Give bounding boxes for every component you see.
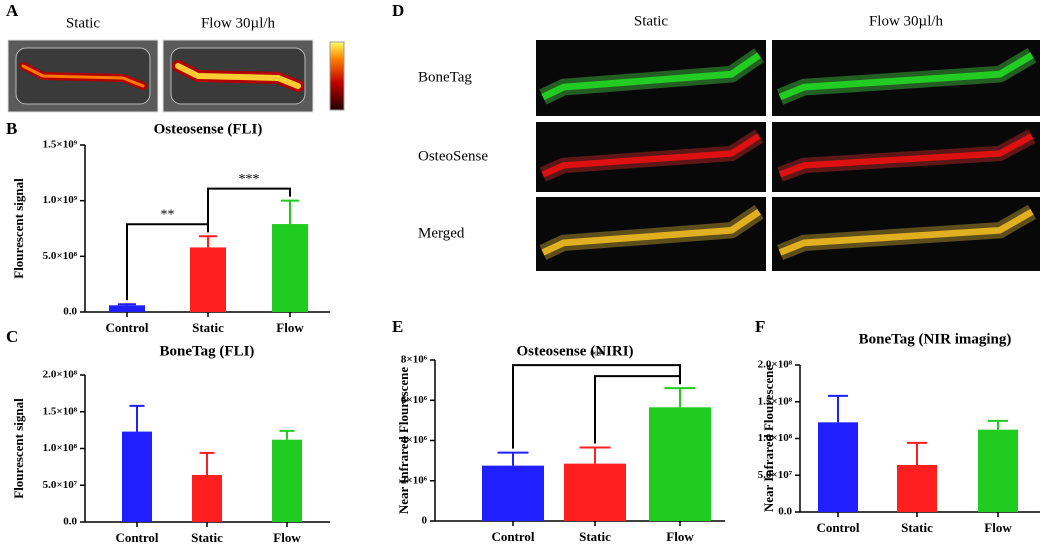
image-column-label: Static (66, 15, 101, 31)
y-tick-label: 6×10⁶ (401, 394, 428, 406)
y-axis-label: Near Infrared Flourescene (396, 367, 411, 515)
y-tick-label: 1.0×10⁸ (758, 432, 793, 444)
significance-bracket (512, 364, 681, 449)
chart-title: BoneTag (NIR imaging) (859, 331, 1012, 347)
bar (190, 247, 226, 312)
bar (818, 422, 858, 512)
y-tick-label: 4×10⁶ (401, 434, 428, 446)
channel (541, 133, 761, 178)
image-row-label: BoneTag (418, 69, 472, 85)
significance-label: *** (239, 172, 260, 187)
bar (272, 224, 308, 312)
bar (978, 429, 1018, 512)
bar (122, 431, 152, 522)
y-tick-label: 0.0 (63, 516, 77, 528)
x-tick-label: Flow (666, 529, 694, 544)
chart-title: Osteosense (FLI) (154, 121, 263, 137)
y-tick-label: 2.0×10⁸ (43, 369, 78, 381)
x-tick-label: Flow (276, 320, 304, 335)
y-axis-label: Flourescent signal (11, 398, 26, 499)
y-tick-label: 1.5×10⁸ (758, 395, 793, 407)
x-tick-label: Control (491, 529, 534, 544)
y-tick-label: 0 (422, 515, 428, 527)
bar (272, 439, 302, 522)
x-tick-label: Flow (984, 520, 1012, 535)
y-tick-label: 5.0×10⁸ (43, 250, 78, 262)
chart-title: Osteosense (NIRI) (516, 343, 633, 359)
image-row-label: OsteoSense (418, 148, 488, 164)
heat-signal-core (175, 63, 301, 89)
y-tick-label: 0.0 (63, 306, 77, 318)
significance-label: ** (590, 348, 604, 363)
bar (649, 407, 711, 521)
bar (897, 464, 937, 512)
panel-letter: F (755, 317, 765, 336)
channel (778, 208, 1034, 256)
y-tick-label: 2.0×10⁸ (758, 359, 793, 371)
bar (109, 305, 145, 312)
y-tick-label: 5.0×10⁷ (43, 479, 78, 491)
channel (778, 52, 1034, 101)
image-column-label: Flow 30µl/h (201, 15, 276, 31)
x-tick-label: Static (579, 529, 611, 544)
x-tick-label: Flow (273, 530, 301, 544)
panel-letter: B (6, 119, 17, 138)
bar (482, 465, 544, 521)
x-tick-label: Static (191, 530, 223, 544)
panel-letter: C (6, 327, 18, 346)
bar (192, 474, 222, 522)
x-tick-label: Control (115, 530, 158, 544)
image-row-label: Merged (418, 225, 465, 241)
y-tick-label: 1.0×10⁹ (43, 194, 78, 206)
y-tick-label: 1.0×10⁸ (43, 442, 78, 454)
channel (778, 133, 1034, 178)
significance-bracket (594, 375, 681, 444)
y-tick-label: 0.0 (778, 506, 792, 518)
bar (564, 463, 626, 521)
image-column-label: Flow 30µl/h (869, 13, 944, 29)
y-tick-label: 5.0×10⁷ (758, 469, 793, 481)
significance-bracket (207, 187, 291, 233)
y-tick-label: 2×10⁶ (401, 474, 428, 486)
y-tick-label: 1.5×10⁸ (43, 405, 78, 417)
channel (541, 52, 762, 101)
x-tick-label: Static (192, 320, 224, 335)
channel (541, 209, 761, 256)
significance-label: ** (161, 208, 175, 223)
y-tick-label: 1.5×10⁹ (43, 139, 78, 151)
image-column-label: Static (634, 13, 669, 29)
x-tick-label: Control (816, 520, 859, 535)
y-axis-label: Near Infrared Flourescene (761, 365, 776, 513)
panel-letter: E (392, 317, 403, 336)
color-scale (329, 41, 345, 111)
panel-letter: A (6, 1, 19, 20)
y-tick-label: 8×10⁶ (401, 354, 428, 366)
x-tick-label: Static (901, 520, 933, 535)
chart-title: BoneTag (FLI) (160, 343, 255, 359)
heat-signal-core (21, 64, 145, 88)
x-tick-label: Control (105, 320, 148, 335)
panel-letter: D (392, 1, 404, 20)
y-axis-label: Flourescent signal (11, 178, 26, 279)
